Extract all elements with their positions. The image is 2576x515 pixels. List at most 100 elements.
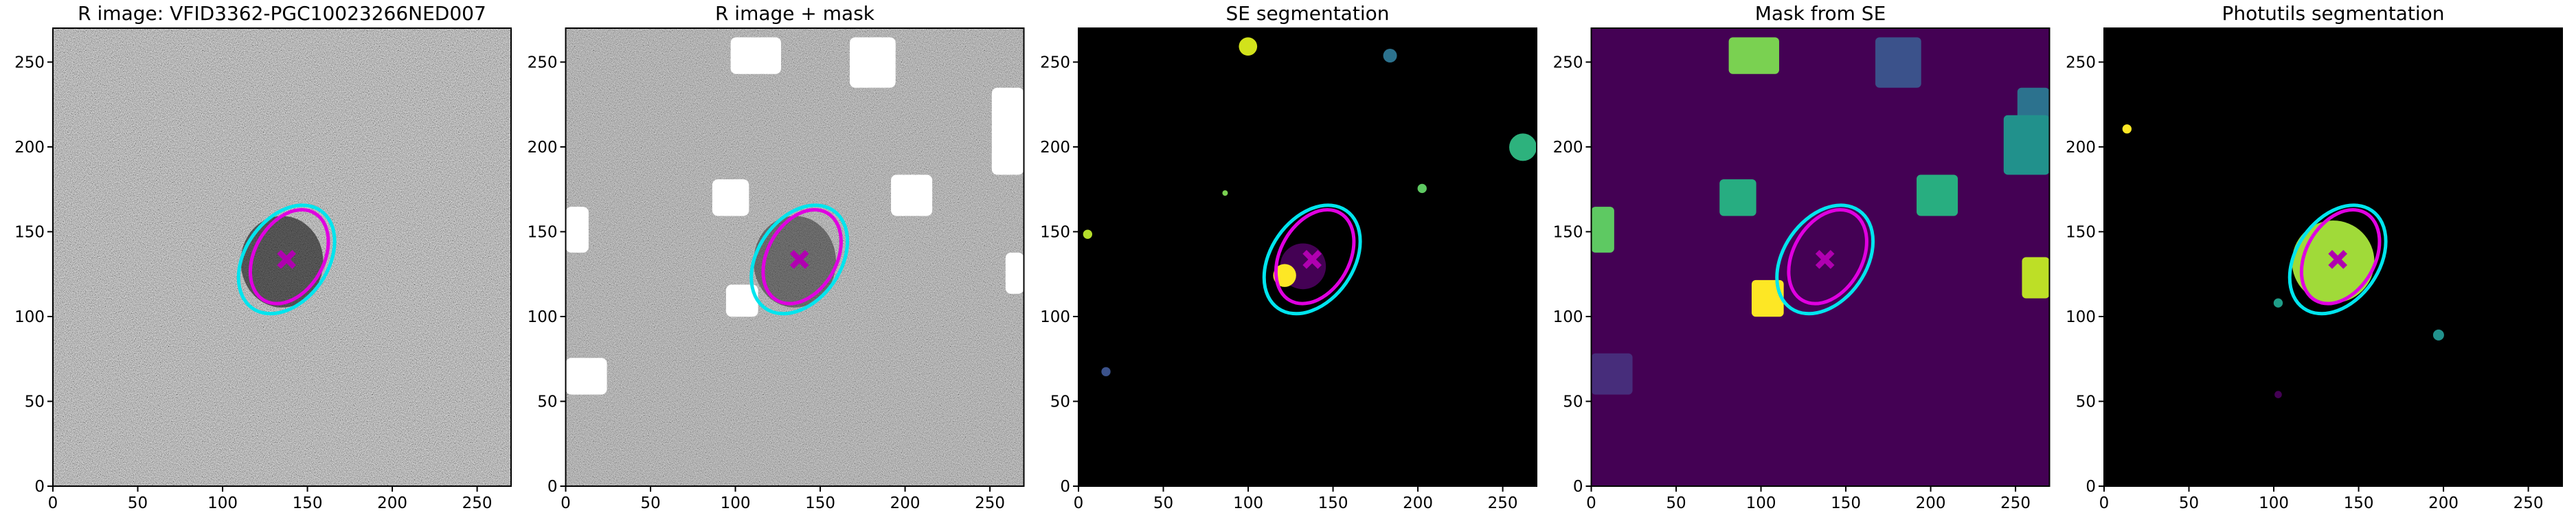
y-tick-label: 100 (1553, 308, 1583, 326)
x-tick-label: 250 (2513, 494, 2544, 512)
aperture-inner (1787, 208, 1868, 306)
y-tick-label: 150 (1553, 223, 1583, 241)
x-tick-label: 250 (1488, 494, 1518, 512)
aperture-outer (749, 203, 850, 316)
x-tick-label: 200 (2428, 494, 2459, 512)
y-tick-label: 100 (1040, 308, 1070, 326)
axes-frame (52, 27, 512, 487)
x-tick-label: 100 (1746, 494, 1776, 512)
mask-region (565, 358, 607, 395)
y-tick-label: 0 (1060, 478, 1070, 496)
panel: SE segmentation 0 50 100 150 200 250 0 50 100 150 2… (1040, 2, 1537, 512)
y-tick-label: 50 (537, 393, 557, 411)
y-tick-label: 250 (2066, 54, 2096, 71)
x-tick-label: 150 (2344, 494, 2374, 512)
mask-region (850, 37, 896, 88)
mask-region (991, 87, 1024, 129)
axes-frame (1078, 27, 1537, 487)
x-tick-label: 50 (1153, 494, 1173, 512)
x-tick-label: 150 (1831, 494, 1861, 512)
y-tick-label: 200 (1040, 139, 1070, 157)
x-tick-label: 50 (1666, 494, 1686, 512)
x-tick-label: 50 (128, 494, 148, 512)
x-tick-label: 150 (293, 494, 323, 512)
segment (1273, 264, 1296, 287)
x-tick-label: 100 (207, 494, 238, 512)
axes-frame (565, 27, 1025, 487)
segment (1239, 37, 1258, 56)
center-marker (789, 250, 809, 269)
mask-region (565, 207, 589, 253)
mask-region (1719, 179, 1756, 216)
panel-title: R image + mask (715, 2, 875, 25)
x-tick-label: 100 (1233, 494, 1263, 512)
center-marker (2328, 250, 2347, 269)
segment (1509, 133, 1537, 161)
panel-title: SE segmentation (1226, 2, 1390, 25)
x-tick-label: 250 (975, 494, 1005, 512)
x-tick-label: 200 (377, 494, 407, 512)
x-tick-label: 0 (48, 494, 58, 512)
mask-region (1591, 353, 1633, 395)
y-tick-label: 50 (2076, 393, 2096, 411)
y-tick-label: 50 (1563, 393, 1583, 411)
panel: Mask from SE 0 50 100 150 200 250 0 50 100 150 200 2… (1553, 2, 2050, 512)
y-tick-label: 50 (25, 393, 45, 411)
axes-frame (2103, 27, 2563, 487)
y-tick-label: 150 (14, 223, 45, 241)
y-tick-label: 150 (528, 223, 558, 241)
mask-region (725, 284, 758, 317)
panel: R image + mask 0 50 100 150 200 250 0 50 100 150 20… (528, 2, 1025, 512)
x-tick-label: 0 (561, 494, 571, 512)
mask-region (730, 37, 781, 74)
aperture-outer (236, 203, 337, 316)
y-tick-label: 100 (14, 308, 45, 326)
x-tick-label: 200 (1916, 494, 1946, 512)
mask-region (1728, 37, 1779, 74)
mask-region (1005, 252, 1024, 294)
segment (1083, 229, 1093, 239)
x-tick-label: 250 (462, 494, 493, 512)
aperture-outer (1262, 203, 1362, 316)
aperture-outer (1775, 203, 1875, 316)
x-tick-label: 0 (2099, 494, 2110, 512)
segment (1417, 183, 1427, 194)
aperture-inner (761, 208, 843, 306)
y-tick-label: 200 (14, 139, 45, 157)
segment (2274, 391, 2282, 398)
panel: R image: VFID3362-PGC10023266NED007 0 50 10… (14, 2, 512, 512)
mask-region (712, 179, 749, 216)
x-tick-label: 150 (805, 494, 835, 512)
aperture-inner (2299, 208, 2382, 306)
y-tick-label: 250 (14, 54, 45, 71)
y-tick-label: 150 (1040, 223, 1070, 241)
x-tick-label: 0 (1586, 494, 1596, 512)
y-tick-label: 250 (528, 54, 558, 71)
panel-title: R image: VFID3362-PGC10023266NED007 (78, 2, 486, 25)
center-marker (277, 250, 296, 269)
y-tick-label: 250 (1553, 54, 1583, 71)
mask-region (891, 174, 933, 216)
center-marker (1302, 250, 1322, 269)
segment (2432, 329, 2444, 341)
y-tick-label: 100 (528, 308, 558, 326)
mask-region (1591, 207, 1614, 253)
x-tick-label: 100 (2259, 494, 2289, 512)
mask-region (1875, 37, 1921, 88)
y-tick-label: 0 (547, 478, 558, 496)
y-tick-label: 0 (34, 478, 45, 496)
segment (1101, 367, 1111, 376)
x-tick-label: 150 (1318, 494, 1348, 512)
mask-region (2003, 115, 2050, 175)
y-tick-label: 100 (2066, 308, 2096, 326)
mask-region (1751, 279, 1784, 317)
x-tick-label: 50 (2179, 494, 2199, 512)
x-tick-label: 250 (2000, 494, 2031, 512)
mask-region (2022, 257, 2050, 299)
y-tick-label: 50 (1050, 393, 1070, 411)
panel: Photutils segmentation 0 50 100 150 200 250 0 50… (2066, 2, 2563, 512)
x-tick-label: 100 (721, 494, 751, 512)
y-tick-label: 200 (2066, 139, 2096, 157)
aperture-inner (1274, 208, 1356, 306)
